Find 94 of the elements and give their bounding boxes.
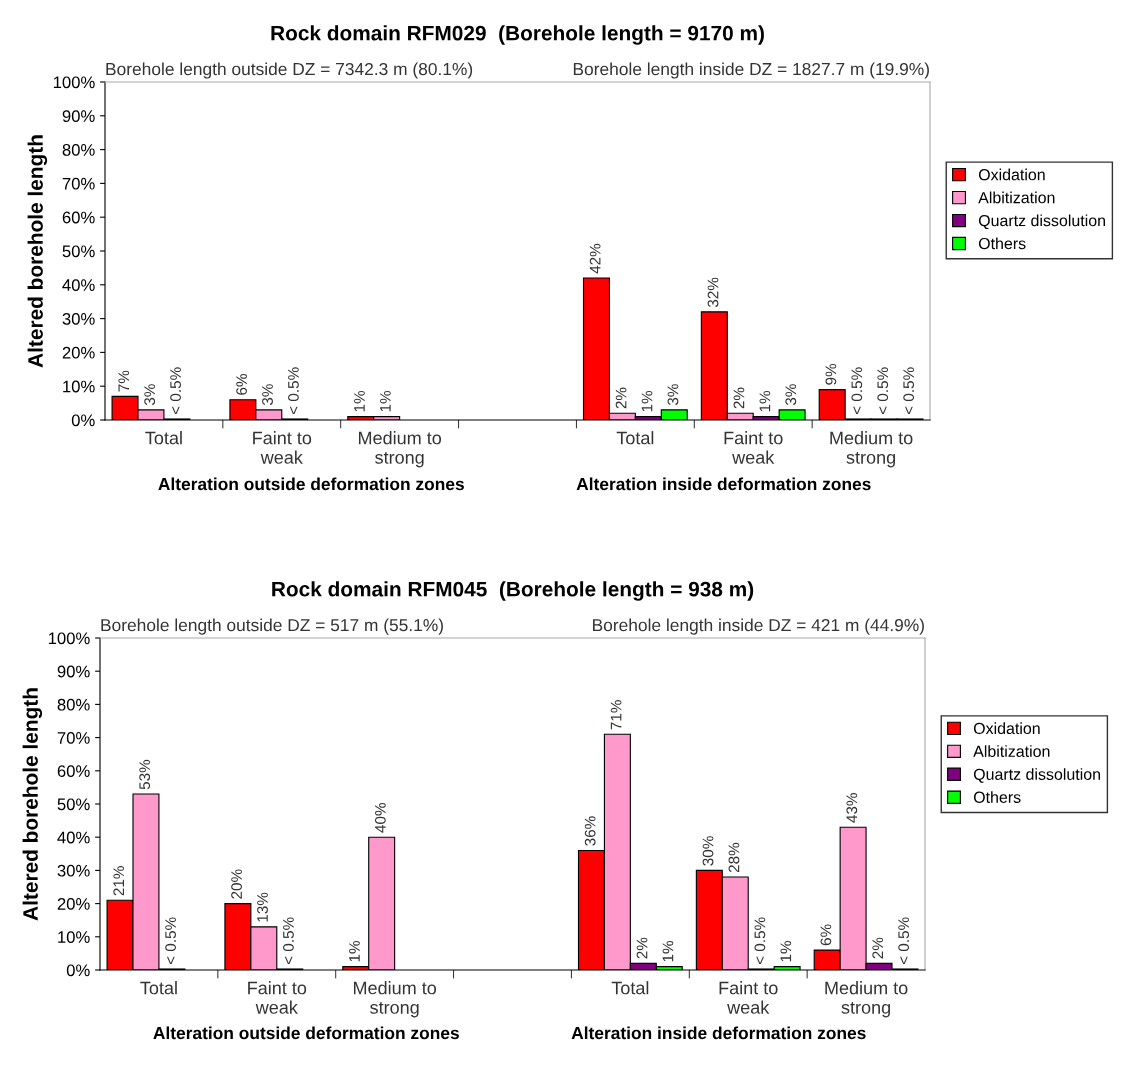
data-label: 2% xyxy=(615,387,627,409)
data-label: 21% xyxy=(113,866,125,896)
data-label: 71% xyxy=(610,700,622,730)
chart-title: Rock domain RFM045 (Borehole length = 938 m) xyxy=(272,581,754,601)
legend-label: Albitization xyxy=(978,191,1055,204)
y-tick-label: 10% xyxy=(63,380,95,393)
data-label: 6% xyxy=(236,374,247,395)
text: Alteration outside deformation zones xyxy=(158,477,464,491)
y-tick-label: 40% xyxy=(57,831,90,844)
y-tick-label: 60% xyxy=(57,765,90,777)
data-label: 42% xyxy=(589,243,601,274)
y-axis-title: Altered borehole length xyxy=(22,688,43,921)
data-label: 1% xyxy=(380,390,391,412)
text: Borehole length outside DZ = 7342.3 m (80.1%) xyxy=(106,62,473,79)
x-tick-label: Total xyxy=(616,431,654,445)
data-label: 9% xyxy=(825,363,837,385)
data-label: 53% xyxy=(139,759,151,790)
y-tick-label: 30% xyxy=(57,864,90,877)
y-tick-label: 0% xyxy=(66,964,90,977)
text: Borehole length outside DZ = 517 m (55.1%) xyxy=(101,618,443,635)
text: Alteration inside deformation zones xyxy=(571,1026,866,1040)
data-label: 1% xyxy=(662,940,674,962)
data-label: 3% xyxy=(785,384,797,406)
data-label: 43% xyxy=(846,793,858,823)
x-tick-label: Faint to weak xyxy=(724,431,783,464)
data-label: 36% xyxy=(584,816,596,846)
text: Alteration inside deformation zones xyxy=(576,477,871,491)
y-tick-label: 80% xyxy=(62,144,95,156)
data-label: 13% xyxy=(257,892,268,922)
x-tick-label: Total xyxy=(145,431,182,445)
x-tick-label: Total xyxy=(611,981,649,995)
data-label: 3% xyxy=(262,384,273,406)
data-label: 40% xyxy=(374,803,386,833)
legend-label: Oxidation xyxy=(973,722,1040,735)
x-tick-label: Medium to strong xyxy=(830,431,913,468)
data-label: < 0.5% xyxy=(288,367,299,415)
y-tick-label: 10% xyxy=(58,931,90,943)
legend-label: Oxidation xyxy=(978,168,1045,181)
data-label: 3% xyxy=(144,384,156,406)
data-label: 32% xyxy=(707,277,719,308)
legend-label: Others xyxy=(973,791,1021,803)
text: Borehole length inside DZ = 1827.7 m (19.9%) xyxy=(573,62,929,79)
data-label: 1% xyxy=(641,390,653,412)
text: Alteration outside deformation zones xyxy=(153,1026,459,1040)
data-label: 1% xyxy=(354,390,365,412)
text: Borehole length inside DZ = 421 m (44.9%) xyxy=(593,618,924,635)
y-tick-label: 70% xyxy=(57,732,90,744)
y-tick-label: 70% xyxy=(62,177,95,190)
y-tick-label: 50% xyxy=(62,245,95,258)
data-label: < 0.5% xyxy=(903,367,915,415)
y-tick-label: 20% xyxy=(57,898,90,910)
y-tick-label: 90% xyxy=(57,665,90,678)
data-label: 1% xyxy=(349,940,360,962)
y-tick-label: 0% xyxy=(71,414,95,427)
y-tick-label: 20% xyxy=(62,346,95,359)
y-tick-label: 90% xyxy=(62,110,95,122)
legend-label: Albitization xyxy=(973,745,1050,758)
data-label: 2% xyxy=(872,937,884,959)
data-label: 6% xyxy=(820,924,832,946)
data-label: < 0.5% xyxy=(898,917,910,965)
data-label: < 0.5% xyxy=(877,367,889,415)
y-tick-label: 80% xyxy=(57,698,90,711)
data-label: 2% xyxy=(636,937,648,959)
y-tick-label: 100% xyxy=(53,76,95,89)
y-axis-title: Altered borehole length xyxy=(27,135,48,368)
x-tick-label: Faint to weak xyxy=(253,431,312,464)
data-label: < 0.5% xyxy=(283,917,294,965)
y-tick-label: 60% xyxy=(62,211,95,224)
x-tick-label: Total xyxy=(140,981,177,995)
y-tick-label: 40% xyxy=(62,279,95,291)
data-label: < 0.5% xyxy=(851,367,863,415)
x-tick-label: Medium to strong xyxy=(825,981,908,1018)
chart-title: Rock domain RFM029 (Borehole length = 9170 m) xyxy=(271,25,764,45)
legend-label: Quartz dissolution xyxy=(973,768,1100,783)
data-label: < 0.5% xyxy=(170,367,181,415)
x-tick-label: Medium to strong xyxy=(358,431,442,468)
data-label: < 0.5% xyxy=(165,917,176,965)
data-label: 28% xyxy=(728,842,740,873)
data-label: 20% xyxy=(231,869,242,899)
y-tick-label: 30% xyxy=(62,313,95,325)
data-label: 1% xyxy=(780,940,792,962)
data-label: 1% xyxy=(759,390,771,412)
data-label: < 0.5% xyxy=(754,917,766,965)
data-label: 2% xyxy=(733,387,745,409)
x-tick-label: Medium to strong xyxy=(353,981,437,1018)
data-label: 3% xyxy=(667,384,679,406)
x-tick-label: Faint to weak xyxy=(719,981,778,1014)
y-tick-label: 100% xyxy=(48,632,90,645)
x-tick-label: Faint to weak xyxy=(248,981,307,1014)
y-tick-label: 50% xyxy=(57,798,90,811)
legend-label: Others xyxy=(978,237,1026,250)
data-label: 7% xyxy=(118,370,130,392)
legend-label: Quartz dissolution xyxy=(978,214,1105,230)
data-label: 30% xyxy=(702,836,714,866)
